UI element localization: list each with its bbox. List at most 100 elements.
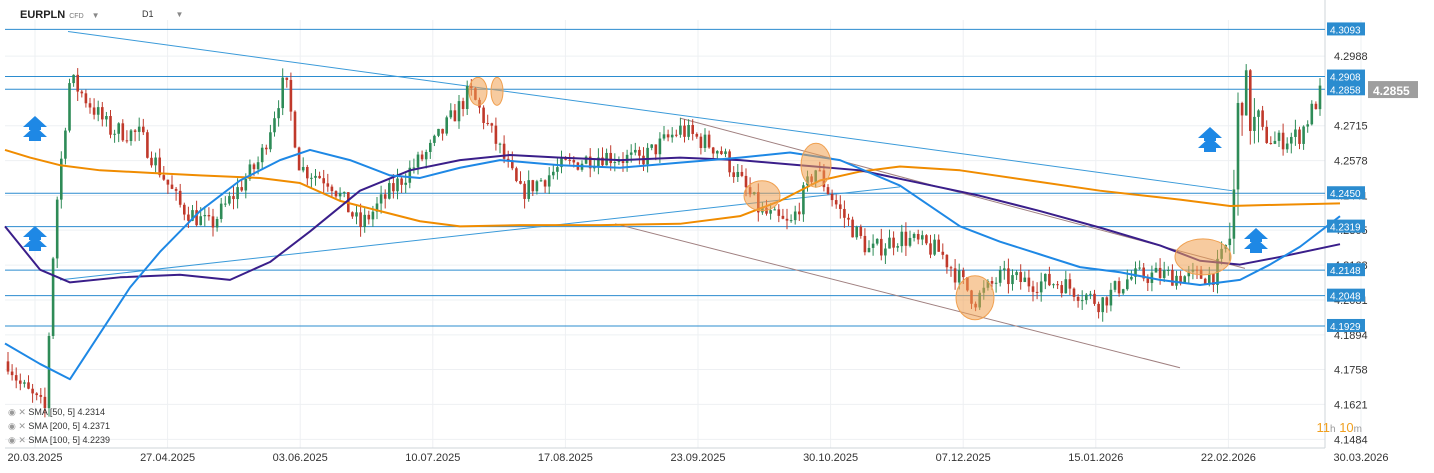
instrument-type: CFD (69, 13, 84, 20)
price-level-tag (1327, 22, 1365, 36)
candle-body (461, 101, 465, 110)
price-level-tag (1327, 69, 1365, 83)
candle-body (773, 209, 776, 211)
candle-body (929, 243, 932, 255)
candle-body (1310, 103, 1314, 125)
candle-body (31, 388, 34, 394)
candle-body (1142, 267, 1145, 279)
candle-body (871, 243, 875, 248)
candle-body (47, 335, 51, 409)
candle-body (441, 128, 444, 134)
price-level-tag (1327, 219, 1365, 233)
price-level-tag (1327, 288, 1365, 302)
candle-body (236, 187, 239, 200)
candle-body (117, 123, 120, 134)
candle-body (1261, 110, 1264, 127)
candle-body (1080, 300, 1084, 302)
candle-body (1212, 273, 1215, 285)
candle-body (601, 157, 604, 166)
timeframe-selector[interactable]: D1 ▼ (142, 9, 183, 19)
candle-body (613, 162, 617, 164)
candle-body (289, 79, 293, 112)
candle-body (617, 161, 621, 163)
candle-body (1232, 189, 1236, 239)
candle-body (863, 235, 867, 253)
candle-body (76, 74, 79, 92)
candle-body (1052, 284, 1055, 286)
candle-body (453, 110, 457, 122)
last-price-tag (1368, 81, 1418, 99)
candle-body (1072, 288, 1076, 297)
sma-50-line (4, 148, 1341, 381)
y-axis-tick-label: 4.1621 (1334, 399, 1368, 411)
candle-body (137, 126, 141, 132)
candle-body (1109, 289, 1113, 306)
candle-body (105, 116, 108, 120)
x-axis-tick-label: 23.09.2025 (670, 452, 725, 464)
candle-body (793, 211, 797, 221)
highlight-circle (490, 76, 504, 106)
candle-body (683, 125, 686, 137)
candle-body (1138, 267, 1141, 269)
legend-sma-200[interactable]: ◉ ✕ SMA [200, 5] 4.2371 (8, 421, 110, 432)
candle-body (166, 179, 170, 185)
candle-body (1003, 268, 1006, 271)
symbol-selector[interactable]: EURPLN CFD ▼ (20, 9, 100, 21)
candle-body (588, 156, 592, 169)
candle-body (670, 134, 674, 138)
candle-body (687, 124, 690, 137)
candle-body (1290, 136, 1293, 144)
candle-body (1019, 272, 1022, 283)
candle-body (367, 214, 371, 220)
candle-body (404, 182, 407, 185)
candle-body (35, 393, 38, 396)
candle-body (798, 211, 801, 215)
x-axis-tick-label: 30.10.2025 (803, 452, 858, 464)
candle-body (666, 134, 670, 138)
candle-body (23, 382, 26, 384)
candle-body (1134, 268, 1137, 277)
candle-body (1253, 116, 1256, 131)
candle-body (851, 219, 854, 238)
legend-sma-100[interactable]: ◉ ✕ SMA [100, 5] 4.2239 (8, 435, 110, 446)
candle-body (802, 185, 805, 215)
y-axis-tick-label: 4.2578 (1334, 156, 1368, 168)
candle-body (326, 183, 330, 187)
chevron-down-icon[interactable]: ▼ (175, 10, 184, 19)
candle-body (1105, 297, 1109, 306)
double-up-arrow-icon (1198, 127, 1222, 152)
candle-body (699, 136, 703, 148)
candle-body (744, 175, 748, 188)
double-up-arrow-icon (1244, 228, 1268, 253)
eye-icon[interactable]: ◉ ✕ (8, 421, 26, 431)
candle-body (658, 138, 662, 155)
candle-body (113, 133, 116, 135)
candle-body (388, 183, 391, 199)
last-price-tag-label: 4.2855 (1373, 84, 1410, 98)
candle-body (728, 151, 731, 173)
candle-body (490, 123, 494, 126)
candle-body (880, 238, 883, 256)
y-axis-tick-label: 4.1894 (1334, 330, 1368, 342)
chevron-down-icon[interactable]: ▼ (91, 11, 100, 20)
candle-body (691, 124, 694, 134)
candle-body (711, 147, 715, 154)
candle-body (80, 91, 84, 94)
candle-body (88, 103, 92, 108)
candle-body (1027, 277, 1031, 287)
candle-body (1089, 293, 1092, 295)
candle-body (1085, 294, 1088, 301)
candle-timer: 11h 10m (1316, 420, 1363, 435)
candle-body (260, 147, 264, 163)
price-level-tag (1327, 82, 1365, 96)
candle-body (855, 226, 858, 238)
legend-sma-50[interactable]: ◉ ✕ SMA [50, 5] 4.2314 (8, 407, 105, 418)
candle-body (527, 180, 530, 199)
eye-icon[interactable]: ◉ ✕ (8, 435, 26, 445)
eye-icon[interactable]: ◉ ✕ (8, 407, 26, 417)
candle-body (281, 77, 284, 109)
candle-body (847, 217, 850, 220)
candle-body (162, 175, 166, 180)
candle-body (445, 117, 448, 134)
